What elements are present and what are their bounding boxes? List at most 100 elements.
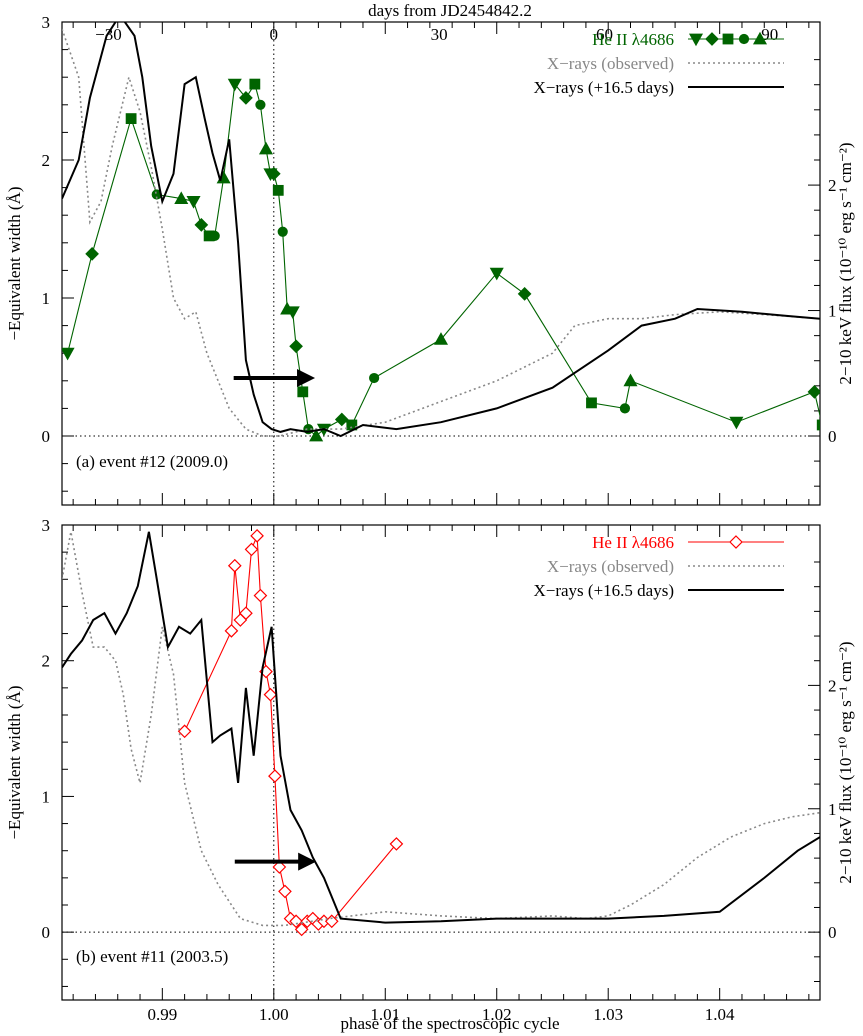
data-point: [125, 113, 137, 125]
data-point: [278, 884, 292, 899]
data-point: [272, 860, 287, 874]
data-point: [85, 246, 99, 261]
data-point: [289, 339, 303, 354]
legend-label: X−rays (observed): [547, 54, 674, 73]
panel-b: 0.99 1.00 1.01 1.02 1.03 1.04 0 1 2 3 0 1 2 −Equivale…: [5, 516, 855, 1024]
series-line-0: [184, 535, 397, 931]
y-tick-label: 0: [42, 427, 51, 446]
y-tick-label: 0: [42, 923, 51, 942]
y-axis-label: −Equivalent width (Å): [5, 186, 24, 340]
data-point: [729, 416, 744, 430]
data-point: [619, 403, 631, 414]
data-point: [250, 529, 264, 543]
data-point: [272, 184, 284, 196]
data-point: [517, 287, 532, 301]
plot-area: [62, 529, 820, 937]
top-x-tick-label: 60: [596, 25, 613, 44]
x-tick-label: 1.03: [593, 1005, 623, 1024]
y-tick-label: 1: [42, 289, 51, 308]
x-tick-label: 1.04: [705, 1005, 735, 1024]
data-point: [807, 384, 820, 399]
x-tick-label: 1.02: [482, 1005, 512, 1024]
data-point: [239, 606, 253, 621]
x-tick-label: 1.01: [370, 1005, 400, 1024]
y-tick-label: 2: [42, 652, 51, 671]
y2-tick-label: 0: [828, 923, 837, 942]
x-axis-label: phase of the spectroscopic cycle: [340, 1014, 559, 1033]
legend-marker: [752, 31, 768, 45]
series-line-2: [62, 531, 820, 924]
data-point: [289, 914, 303, 929]
data-point: [297, 386, 309, 398]
series-line-0: [67, 82, 820, 437]
plot-area: [62, 22, 820, 442]
legend-marker: [729, 535, 743, 549]
data-point: [294, 922, 309, 937]
plot-frame: [61, 21, 821, 506]
y-tick-label: 1: [42, 787, 51, 806]
data-point: [586, 397, 597, 409]
legend-label: X−rays (observed): [547, 557, 674, 576]
data-point: [623, 373, 638, 387]
top-axis-label: days from JD2454842.2: [368, 1, 532, 20]
data-point: [194, 218, 209, 232]
y2-axis-label: 2−10 keV flux (10⁻¹⁰ erg s⁻¹ cm⁻²): [836, 142, 855, 384]
data-point: [258, 141, 274, 155]
x-tick-label: 1.00: [259, 1005, 289, 1024]
data-point: [244, 542, 259, 557]
legend-marker: [705, 32, 719, 46]
y-tick-label: 3: [42, 13, 51, 32]
data-point: [266, 166, 281, 181]
legend-marker: [722, 33, 734, 45]
data-point: [253, 588, 268, 603]
legend-label: He II λ4686: [592, 30, 674, 49]
legend-label: X−rays (+16.5 days): [533, 581, 674, 600]
legend-marker: [738, 33, 750, 45]
panel-label: (b) event #11 (2003.5): [76, 947, 228, 966]
arrow-head: [298, 852, 317, 871]
arrow-head: [297, 369, 316, 388]
legend-label: X−rays (+16.5 days): [533, 78, 674, 97]
data-point: [227, 78, 242, 92]
data-point: [277, 226, 288, 237]
data-point: [263, 687, 278, 702]
data-point: [369, 372, 380, 384]
legend-marker: [688, 33, 704, 47]
legend-label: He II λ4686: [592, 533, 674, 552]
data-point: [268, 769, 282, 783]
top-x-tick-label: 0: [270, 25, 279, 44]
data-point: [249, 78, 261, 90]
data-point: [177, 724, 192, 739]
data-point: [186, 196, 201, 209]
y-tick-label: 3: [42, 516, 51, 535]
data-point: [224, 624, 239, 638]
data-point: [816, 419, 820, 431]
top-x-tick-label: 30: [431, 25, 448, 44]
y2-tick-label: 0: [828, 427, 837, 446]
y2-tick-label: 1: [828, 302, 837, 321]
data-point: [334, 412, 349, 427]
data-point: [433, 332, 449, 345]
data-point: [62, 347, 75, 361]
y2-tick-label: 2: [828, 676, 837, 695]
y-axis-label: −Equivalent width (Å): [5, 685, 24, 839]
data-point: [389, 837, 404, 851]
data-point: [174, 191, 189, 205]
data-point: [227, 558, 242, 573]
data-point: [209, 230, 220, 241]
y2-axis-label: 2−10 keV flux (10⁻¹⁰ erg s⁻¹ cm⁻²): [836, 641, 855, 883]
series-line-1: [62, 531, 820, 927]
x-tick-label: 0.99: [147, 1005, 177, 1024]
data-point: [324, 914, 339, 929]
series-line-1: [62, 28, 820, 437]
panel-label: (a) event #12 (2009.0): [76, 452, 228, 471]
data-point: [255, 99, 266, 110]
data-point: [489, 267, 504, 281]
plot-frame: [61, 524, 821, 1001]
series-line-2: [62, 22, 820, 438]
y2-tick-label: 2: [828, 176, 837, 195]
y-tick-label: 2: [42, 151, 51, 170]
data-point: [285, 306, 300, 320]
